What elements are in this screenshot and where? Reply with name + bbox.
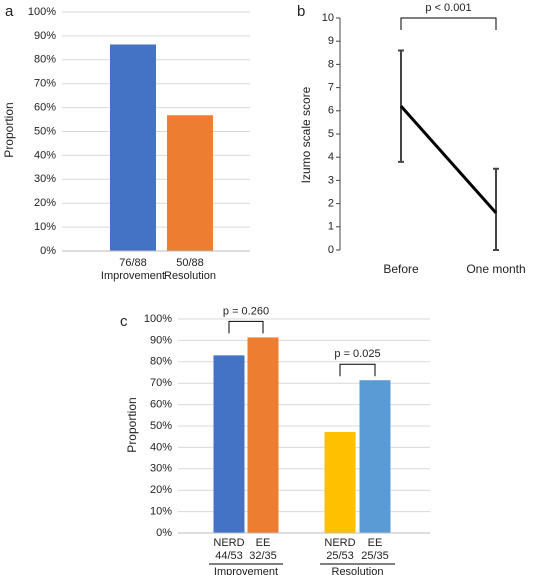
y-tick-label: 60%: [150, 399, 172, 411]
y-tick-label: 70%: [150, 377, 172, 389]
y-tick-label: 80%: [34, 54, 56, 66]
y-tick-label: 70%: [34, 78, 56, 90]
y-tick-label: 9: [328, 35, 334, 47]
x-tick-label: 76/88 Improvement: [101, 257, 165, 282]
y-tick-label: 4: [328, 151, 334, 163]
bar: [359, 380, 391, 533]
y-tick-label: 0: [328, 244, 334, 256]
bar: [213, 355, 245, 533]
bar: [247, 337, 279, 533]
y-axis-label: Proportion: [2, 102, 16, 157]
y-tick-label: 8: [328, 58, 334, 70]
error-bar: [493, 167, 499, 251]
y-tick-label: 10: [322, 12, 334, 24]
y-tick-label: 100%: [144, 313, 172, 325]
annotation: p < 0.001: [425, 2, 471, 14]
bracket: [400, 17, 497, 30]
y-axis-label: Izumo scale score: [299, 86, 313, 183]
bracket: [339, 363, 376, 377]
y-tick-label: 60%: [34, 102, 56, 114]
y-tick-label: 80%: [150, 356, 172, 368]
y-tick-label: 7: [328, 82, 334, 94]
y-tick-label: 20%: [150, 484, 172, 496]
y-tick-label: 5: [328, 128, 334, 140]
x-tick-label: NERD 44/53: [213, 537, 244, 562]
y-tick-label: 0%: [40, 245, 56, 257]
y-tick-label: 30%: [34, 173, 56, 185]
bracket: [228, 320, 264, 334]
y-tick-label: 100%: [28, 6, 56, 18]
y-tick-label: 3: [328, 174, 334, 186]
y-tick-label: 1: [328, 221, 334, 233]
y-tick-label: 90%: [34, 30, 56, 42]
y-axis-label: Proportion: [125, 397, 139, 452]
x-tick-label: EE 32/35: [249, 537, 277, 562]
y-tick-label: 10%: [150, 506, 172, 518]
y-tick-label: 90%: [150, 334, 172, 346]
y-tick-label: 50%: [34, 125, 56, 137]
panel-letter: a: [5, 3, 14, 20]
y-tick-label: 50%: [150, 420, 172, 432]
x-tick-label: EE 25/35: [361, 537, 389, 562]
y-tick-label: 0%: [156, 527, 172, 539]
x-tick-label: One month: [466, 262, 525, 276]
group-label: Improvement: [214, 566, 278, 575]
x-tick-label: 50/88 Resolution: [164, 257, 216, 282]
y-tick-label: 40%: [34, 149, 56, 161]
x-tick-label: NERD 25/53: [324, 537, 355, 562]
y-tick-label: 2: [328, 198, 334, 210]
group-label: Resolution: [332, 566, 384, 575]
panel-letter: c: [120, 313, 128, 330]
annotation: p = 0.260: [223, 305, 269, 317]
panel-letter: b: [297, 3, 305, 20]
x-tick-label: Before: [383, 262, 419, 276]
y-tick-label: 6: [328, 105, 334, 117]
annotation: p = 0.025: [334, 348, 380, 360]
y-tick-label: 20%: [34, 197, 56, 209]
bar: [110, 44, 156, 252]
y-tick-label: 40%: [150, 441, 172, 453]
y-tick-label: 10%: [34, 221, 56, 233]
y-tick-label: 30%: [150, 463, 172, 475]
bar: [324, 431, 356, 533]
line: [399, 105, 498, 214]
bar: [167, 115, 213, 251]
